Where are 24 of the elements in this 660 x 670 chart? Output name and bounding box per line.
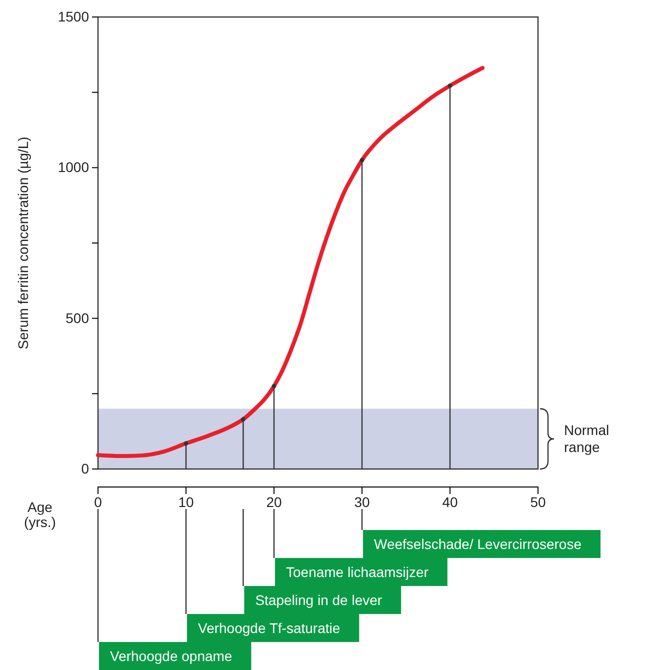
y-axis-title: Serum ferritin concentration (µg/L): [15, 136, 31, 350]
x-axis-title: Age (yrs.): [24, 499, 56, 530]
text: Toename lichaamsijzer: [286, 564, 429, 580]
x-tick-label: 30: [354, 494, 370, 510]
y-tick-label: 1000: [58, 159, 90, 176]
x-tick-label: 40: [442, 494, 458, 510]
band-label: Normal range: [564, 422, 610, 455]
x-tick-label: 50: [530, 494, 546, 510]
text: Stapeling in de lever: [255, 592, 382, 608]
x-tick-label: 0: [94, 494, 102, 510]
point: [241, 417, 246, 422]
point: [448, 84, 452, 88]
point: [360, 158, 364, 162]
y-tick-label: 500: [66, 310, 90, 326]
text: Verhoogde opname: [110, 648, 232, 664]
text: Verhoogde Tf-saturatie: [198, 620, 340, 636]
x-tick-label: 20: [266, 494, 282, 510]
y-tick-label: 0: [81, 460, 90, 476]
line-series: [96, 66, 485, 458]
text: Weefselschade/ Levercirroserose: [374, 536, 582, 552]
point: [272, 384, 276, 388]
x-tick-label: 10: [178, 494, 194, 510]
point: [184, 441, 188, 446]
y-tick-label: 1500: [58, 8, 90, 24]
